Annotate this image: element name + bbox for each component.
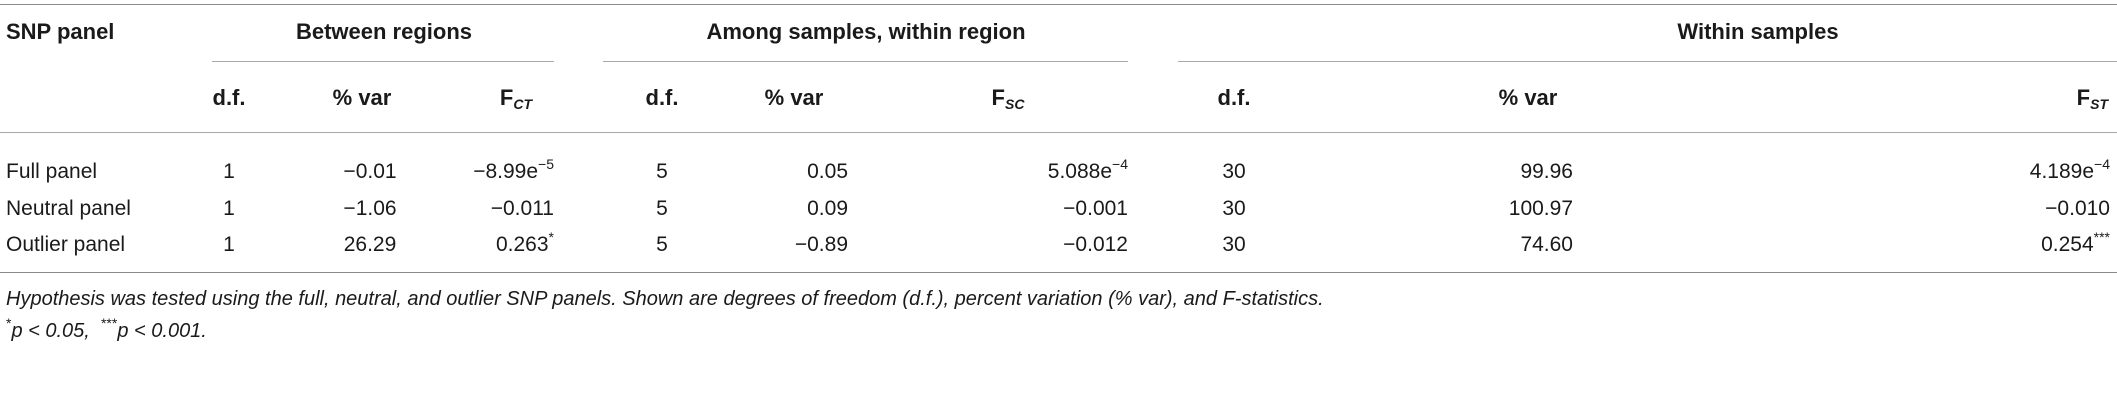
subheader-as-df: d.f. (645, 85, 679, 110)
cell-ws-df: 30 (1222, 197, 1246, 220)
cell-as-f: 5.088e−4 (1047, 156, 1128, 183)
subheader-br-var: % var (332, 85, 392, 110)
header-snp-panel: SNP panel (6, 19, 115, 44)
cell-ws-f: −0.010 (2045, 197, 2110, 220)
cell-as-df: 5 (656, 233, 668, 256)
cell-ws-var: 74.60 (1520, 233, 1573, 256)
row-label: Neutral panel (6, 197, 131, 220)
subheader-as-fsc: FSC (991, 85, 1025, 112)
cell-as-f: −0.001 (1063, 197, 1128, 220)
cell-br-df: 1 (223, 160, 235, 183)
cell-ws-f: 4.189e−4 (2029, 156, 2110, 183)
cell-as-df: 5 (656, 160, 668, 183)
cell-ws-f: 0.254*** (2041, 229, 2110, 256)
cell-br-var: 26.29 (343, 233, 397, 256)
cell-as-var: −0.89 (794, 233, 848, 256)
header-bottom-rule (0, 132, 2117, 133)
cell-ws-df: 30 (1222, 233, 1246, 256)
cell-br-f: −8.99e−5 (473, 156, 554, 183)
table-footnote-significance: *p < 0.05, ***p < 0.001. (6, 315, 207, 342)
cell-br-f: 0.263* (495, 229, 554, 256)
subheader-br-fct: FCT (499, 85, 532, 112)
subheader-ws-fst: FST (2076, 85, 2108, 112)
cell-as-var: 0.05 (807, 160, 848, 183)
cell-br-f: −0.011 (490, 197, 554, 220)
cell-ws-var: 100.97 (1508, 197, 1573, 220)
cell-ws-var: 99.96 (1520, 160, 1573, 183)
subheader-as-var: % var (764, 85, 824, 110)
cell-ws-df: 30 (1222, 160, 1246, 183)
subheader-ws-df: d.f. (1217, 85, 1251, 110)
cell-br-df: 1 (223, 233, 235, 256)
spanner-rule-between-regions (212, 61, 554, 62)
row-label: Outlier panel (6, 233, 126, 256)
cell-br-var: −1.06 (343, 197, 397, 220)
cell-as-var: 0.09 (807, 197, 848, 220)
table-footnote-caption: Hypothesis was tested using the full, ne… (6, 288, 1324, 310)
cell-br-df: 1 (223, 197, 235, 220)
table-top-rule (0, 4, 2117, 5)
subheader-br-df: d.f. (212, 85, 246, 110)
row-label: Full panel (6, 160, 98, 183)
cell-as-df: 5 (656, 197, 668, 220)
header-between-regions: Between regions (295, 19, 473, 44)
header-among-samples: Among samples, within region (706, 19, 1026, 44)
cell-br-var: −0.01 (343, 160, 397, 183)
spanner-rule-among-samples (603, 61, 1128, 62)
spanner-rule-within-samples (1178, 61, 2117, 62)
table-bottom-rule (0, 272, 2117, 273)
header-within-samples: Within samples (1677, 19, 1839, 44)
cell-as-f: −0.012 (1063, 233, 1128, 256)
subheader-ws-var: % var (1498, 85, 1558, 110)
